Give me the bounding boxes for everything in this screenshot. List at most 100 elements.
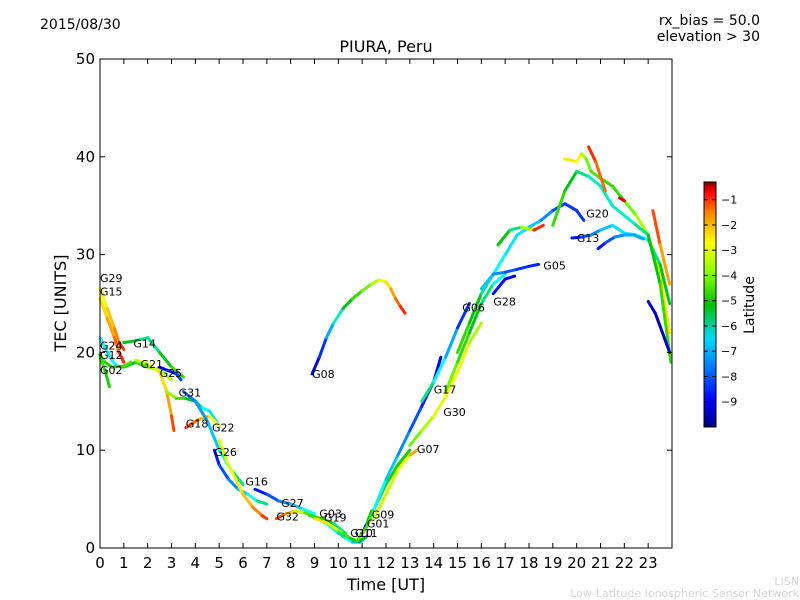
series-unlabeled: [491, 274, 517, 296]
series-segment: [539, 209, 555, 222]
series-segment: [584, 157, 593, 173]
series-segment: [293, 509, 307, 515]
series-segment: [651, 209, 662, 247]
sat-label-g01: G01: [367, 518, 390, 531]
series-unlabeled: [651, 209, 672, 286]
series-segment: [444, 370, 459, 398]
series-segment: [324, 521, 340, 532]
series-segment: [587, 145, 598, 164]
x-tick-label: 18: [519, 554, 538, 572]
sat-label-g15: G15: [100, 286, 123, 299]
series-segment: [420, 380, 436, 403]
series-segment: [146, 362, 162, 374]
series-segment: [575, 209, 586, 222]
series-segment: [103, 346, 114, 362]
sat-label-g28: G28: [493, 296, 516, 309]
series-segment: [112, 326, 121, 345]
sat-label-g20: G20: [586, 207, 609, 220]
series-segment: [105, 306, 116, 330]
series-g21: [134, 358, 176, 433]
x-tick-label: 21: [591, 554, 610, 572]
series-segment: [520, 225, 536, 232]
series-g13: [570, 223, 672, 305]
x-tick-label: 13: [400, 554, 419, 572]
series-segment: [444, 360, 459, 393]
x-tick-label: 4: [191, 554, 201, 572]
sat-label-g09: G09: [372, 509, 395, 522]
series-g22: [181, 390, 245, 486]
series-segment: [589, 170, 602, 180]
colorbar: −1 −2 −3 −4 −5 −6 −7 −8 −9 Latitude: [703, 181, 758, 428]
series-segment: [432, 355, 448, 384]
colorbar-gradient: [703, 181, 717, 428]
series-segment: [332, 306, 345, 325]
sat-label-g21: G21: [141, 358, 164, 371]
sat-label-g10: G10: [350, 527, 373, 540]
sat-label-g07: G07: [417, 443, 440, 456]
series-segment: [587, 174, 602, 188]
series-segment: [384, 463, 400, 486]
elevation-label: elevation > 30: [656, 29, 760, 45]
x-tick-label: 2: [143, 554, 153, 572]
series-segment: [503, 233, 519, 257]
plot-frame: [99, 58, 673, 549]
series-segment: [181, 390, 197, 403]
series-unlabeled: [551, 170, 673, 364]
series-g08: [310, 278, 407, 376]
series-g03: [308, 514, 347, 535]
y-tick-label: 30: [76, 246, 95, 264]
series-segment: [658, 243, 672, 286]
series-segment: [622, 214, 638, 227]
series-segment: [503, 267, 519, 274]
series-segment: [384, 453, 400, 481]
series-segment: [308, 514, 324, 521]
series-segment: [158, 368, 173, 382]
x-tick-label: 6: [238, 554, 248, 572]
series-segment: [324, 321, 336, 340]
series-g18: [184, 414, 221, 430]
sat-label-g30: G30: [443, 406, 466, 419]
series-segment: [496, 228, 512, 247]
series-segment: [336, 530, 347, 540]
series-segment: [646, 233, 662, 286]
series-segment: [646, 300, 657, 315]
series-segment: [122, 339, 138, 345]
series-segment: [217, 438, 228, 462]
series-segment: [355, 525, 369, 542]
series-g30: [408, 321, 483, 447]
date-label: 2015/08/30: [40, 17, 121, 33]
series-segment: [594, 160, 607, 193]
y-tick-label: 40: [76, 148, 95, 166]
series-segment: [456, 341, 471, 374]
series-segment: [165, 390, 173, 418]
series-segment: [503, 274, 517, 281]
series-segment: [661, 331, 672, 354]
series-segment: [570, 235, 583, 240]
series-segment: [98, 355, 107, 372]
series-segment: [234, 478, 245, 496]
series-segment: [396, 453, 412, 472]
series-segment: [251, 505, 264, 518]
series-segment: [122, 360, 133, 368]
sat-label-g03: G03: [319, 508, 342, 521]
series-segment: [491, 272, 507, 286]
series-segment: [193, 399, 209, 423]
colorbar-tick-label: −1: [721, 194, 737, 207]
series-segment: [456, 321, 471, 354]
series-segment: [479, 272, 495, 291]
sat-label-g08: G08: [312, 368, 335, 381]
series-segment: [389, 287, 397, 301]
x-tick-label: 9: [310, 554, 320, 572]
series-unlabeled: [646, 300, 672, 354]
x-tick-label: 16: [472, 554, 491, 572]
colorbar-tick-label: −5: [721, 295, 737, 308]
series-segment: [658, 262, 672, 305]
series-segment: [98, 297, 109, 320]
sat-label-g11: G11: [355, 527, 378, 540]
colorbar-tick-label: −3: [721, 244, 737, 257]
colorbar-tick-label: −6: [721, 320, 737, 333]
series-g29: [98, 287, 126, 351]
x-axis-label: Time [UT]: [346, 575, 425, 594]
series-g25: [158, 365, 183, 382]
series-segment: [158, 370, 169, 393]
